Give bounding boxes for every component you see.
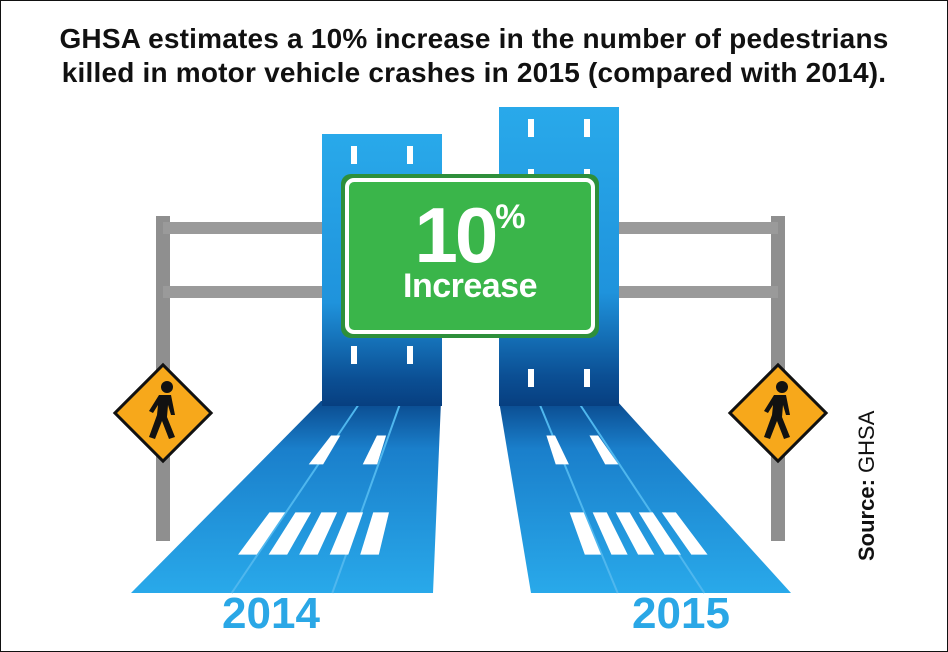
lane-dash	[362, 435, 387, 465]
category-label-2015: 2015	[632, 589, 730, 638]
crosswalk-stripe	[592, 512, 628, 555]
chart-title-line-2: killed in motor vehicle crashes in 2015 …	[61, 57, 887, 88]
source-note: Source: GHSA	[853, 411, 881, 561]
lane-divider	[537, 400, 619, 594]
lane-dash	[546, 435, 569, 465]
chart-title-line-1: GHSA estimates a 10% increase in the num…	[59, 23, 889, 54]
lane-dash	[407, 146, 413, 164]
crosswalk-stripe	[569, 512, 602, 555]
source-name: GHSA	[854, 410, 879, 473]
crosswalk-stripe	[299, 512, 338, 555]
crosswalk-stripe	[238, 512, 286, 555]
lane-dash	[351, 346, 357, 364]
lane-dash	[589, 435, 619, 465]
lane-divider	[230, 400, 362, 594]
pedestrian-icon	[764, 381, 790, 439]
lane-dash	[528, 369, 534, 387]
lane-dash	[407, 346, 413, 364]
category-label-2014: 2014	[222, 589, 320, 638]
crosswalk-stripe	[329, 512, 364, 555]
lane-dash	[528, 119, 534, 137]
pedestrian-sign-right	[727, 362, 829, 464]
pedestrian-sign-left	[112, 362, 214, 464]
lane-dash	[584, 369, 590, 387]
lane-dash	[584, 119, 590, 137]
lane-dash	[308, 435, 341, 465]
lane-divider	[576, 400, 706, 594]
crosswalk-stripe	[360, 512, 389, 555]
increase-value: 10	[414, 191, 499, 279]
crosswalk-stripe	[638, 512, 681, 555]
increase-sign	[341, 174, 599, 338]
lane-dash	[351, 146, 357, 164]
lane-divider	[331, 400, 402, 594]
source-prefix: Source:	[854, 479, 879, 561]
crosswalk-stripe	[268, 512, 312, 555]
pedestrian-icon	[149, 381, 175, 439]
increase-sign-text: 10% Increase	[345, 196, 595, 304]
increase-label: Increase	[403, 267, 538, 305]
road-floor	[499, 401, 791, 593]
crosswalk-stripe	[615, 512, 655, 555]
increase-percent-symbol: %	[495, 198, 526, 236]
crosswalk-stripe	[661, 512, 708, 555]
